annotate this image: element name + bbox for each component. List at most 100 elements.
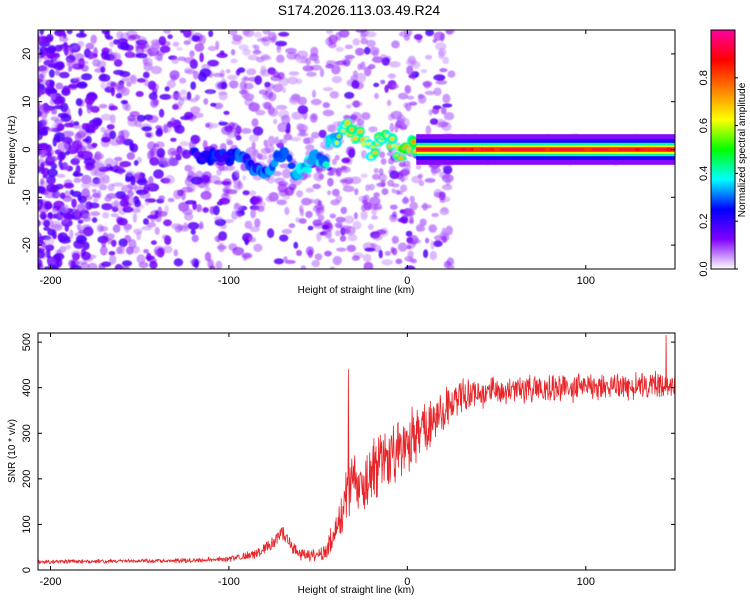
spectrogram-cell [98,74,111,82]
spectrogram-cell [77,60,89,65]
spectrogram-cell [291,158,297,164]
spectrogram-cell [287,162,296,170]
spectrogram-cell [183,30,192,38]
spectrogram-cell [60,114,72,122]
spectrogram-cell [119,199,129,207]
spectrogram-cell [109,254,117,265]
spectrogram-cell [305,57,311,66]
spectrogram-cell [46,175,56,185]
spectrogram-cell [351,101,363,107]
spectrogram-cell [63,212,73,220]
spectrogram-cell [276,54,285,63]
spectrogram-cell [322,109,335,117]
spectrogram-cell [44,105,51,115]
snr-y-label: SNR (10 * v/v) [7,419,18,483]
spectrogram-cell [46,127,56,132]
spectrogram-cell [41,50,52,61]
spectrogram-cell [104,157,115,168]
spectrogram-cell [368,126,378,133]
spectrogram-cell [109,165,114,172]
spectrogram-cell [163,157,170,168]
spectrogram-cell [30,209,37,216]
colorbar-tick-label: 0.0 [698,261,710,276]
spectrogram-cell [312,183,322,189]
spectrogram-cell [180,89,187,96]
spectrogram-cell [328,34,338,45]
spectrogram-cell [302,65,314,72]
spectrogram-cell [114,263,123,269]
spectrogram-cell [85,42,95,50]
spectrogram-cell [100,126,106,133]
spectrogram-cell [29,138,37,142]
spectrogram-cell [263,139,269,147]
spectrogram-blobs [29,30,675,269]
spectrogram-cell [32,111,37,118]
spectrogram-cell [205,122,211,128]
spectrogram-cell [38,43,41,52]
spectrogram-cell [149,260,158,269]
spectrogram-cell [218,198,225,204]
spectrogram-cell [255,56,265,63]
spectrogram-cell [39,211,47,220]
spectrogram-cell [433,240,443,247]
spectrogram-cell [278,139,283,149]
spectrogram-cell [405,230,413,237]
spectrogram-cell [445,225,453,236]
spectrogram-cell [81,123,89,131]
spectrogram-cell [254,218,261,228]
spectrogram-y-tick-label: 10 [21,96,33,108]
spectrogram-cell [172,41,180,47]
spectrogram-cell [64,151,70,156]
spectrogram-cell [38,81,41,87]
spectrogram-cell [403,196,409,203]
spectrogram-cell [45,47,57,53]
spectrogram-cell [125,176,131,183]
spectrogram-cell [430,167,442,174]
spectrogram-cell [55,30,65,34]
spectrogram-cell [327,171,334,176]
spectrogram-cell [372,173,380,180]
spectrogram-cell [291,111,304,120]
spectrogram-cell [207,89,214,95]
spectrogram-cell [177,56,186,62]
spectrogram-cell [106,233,115,240]
spectrogram-cell [135,91,144,97]
spectrogram-cell [136,178,148,186]
spectrogram-cell [183,222,188,230]
spectrogram-cell [441,206,448,213]
spectrogram-cell [364,31,377,38]
spectrogram-cell [55,69,61,76]
spectrogram-cell [323,232,331,239]
spectrogram-cell [191,35,201,42]
spectrogram-cell [248,190,257,196]
spectrogram-cell [143,249,149,254]
spectrogram-cell [349,176,362,184]
spectrogram-cell [296,123,305,131]
spectrogram-cell [378,168,384,176]
spectrogram-ridge-dot [493,147,501,152]
spectrogram-cell [100,113,113,121]
spectrogram-cell [353,212,358,220]
spectrogram-cell [194,94,200,101]
spectrogram-cell [233,181,244,191]
spectrogram-cell [45,244,55,252]
spectrogram-cell [31,137,37,141]
spectrogram-cell [82,216,92,222]
spectrogram-ridge-dot [582,147,592,152]
spectrogram-cell [107,238,113,245]
spectrogram-cell [57,142,69,152]
spectrogram-cell [315,165,321,172]
spectrogram-cell [244,220,253,229]
spectrogram-cell [161,234,170,240]
spectrogram-cell [38,101,41,111]
spectrogram-cell [126,152,135,160]
spectrogram-cell [265,195,275,203]
spectrogram-cell [158,36,167,46]
spectrogram-cell [287,76,299,85]
spectrogram-cell [373,192,380,198]
spectrogram-cell [64,225,70,232]
spectrogram-cell [357,129,363,134]
spectrogram-cell [120,41,130,51]
spectrogram-cell [398,92,408,100]
